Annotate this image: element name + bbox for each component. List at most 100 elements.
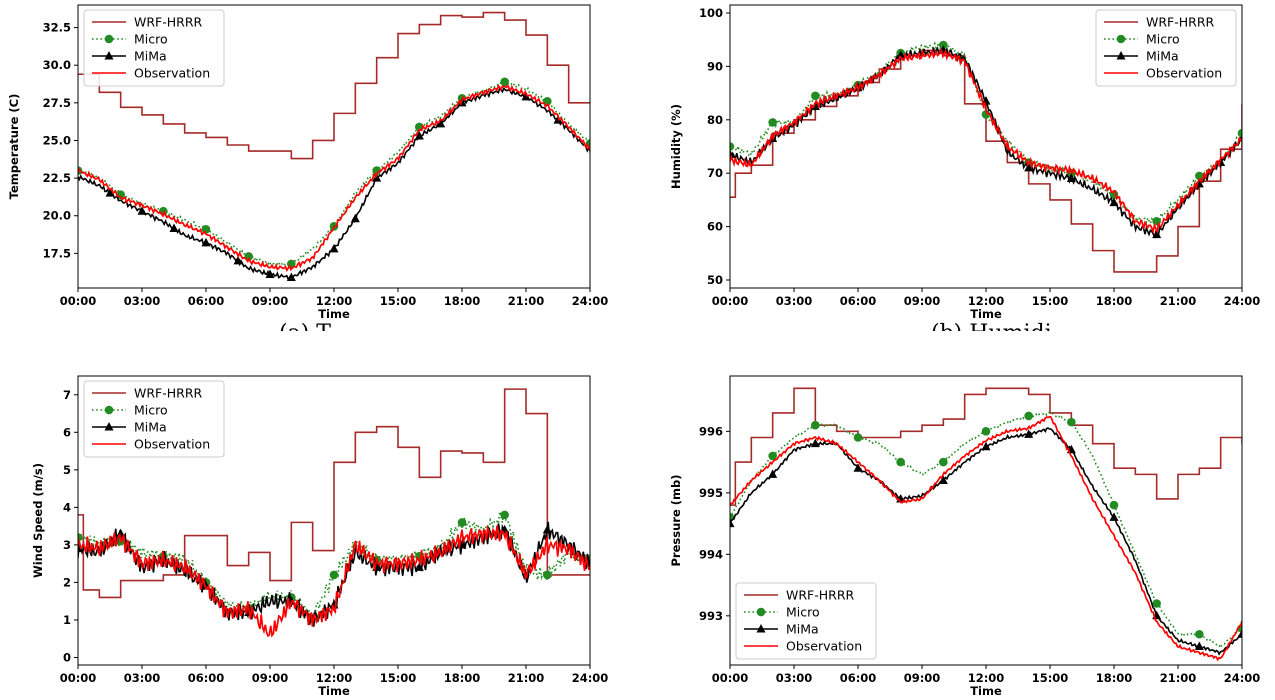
micro-marker [1152, 599, 1161, 608]
x-tick-label: 21:00 [1160, 294, 1197, 308]
y-tick-label: 2 [63, 575, 71, 589]
legend-frame [1095, 9, 1237, 87]
y-tick-label: 22.5 [43, 171, 71, 185]
micro-marker [543, 570, 552, 580]
x-tick-label: 00:00 [712, 294, 749, 308]
legend-frame [83, 380, 225, 458]
x-tick-label: 21:00 [1160, 671, 1197, 685]
chart-humidity: 00:00 03:00 06:00 09:00 12:00 15:00 18:00 21:00… [669, 4, 1260, 346]
legend-label: Micro [134, 32, 168, 47]
x-tick-label: 15:00 [1032, 671, 1069, 685]
legend-label: WRF-HRRR [1146, 15, 1215, 30]
legend-marker [104, 34, 114, 44]
series-line-observation [730, 416, 1242, 662]
caption-text: (b) Humidi [931, 321, 1052, 346]
series-line-wrf-hrrr [78, 11, 590, 160]
micro-marker [939, 457, 948, 467]
micro-marker [1024, 411, 1033, 421]
mima-marker [542, 524, 552, 534]
y-tick-label: 32.5 [43, 21, 71, 35]
x-tick-label: 18:00 [1096, 294, 1133, 308]
series-line-wrf-hrrr [78, 388, 590, 599]
x-tick-label: 18:00 [444, 294, 481, 308]
legend-marker [104, 422, 114, 431]
micro-marker [730, 142, 735, 151]
y-tick-label: 60 [707, 220, 723, 234]
x-tick-label: 06:00 [188, 294, 225, 308]
series-line-observation [730, 48, 1242, 235]
chart-pressure: 00:00 03:00 06:00 09:00 12:00 15:00 18:00 21:00… [669, 375, 1260, 698]
x-tick-label: 00:00 [60, 294, 97, 308]
micro-marker [1067, 417, 1076, 427]
micro-marker [981, 427, 991, 436]
mima-marker [1024, 429, 1034, 438]
legend: WRF-HRRR Micro MiMa Observation [83, 9, 225, 87]
legend-frame [735, 582, 877, 660]
legend-label: WRF-HRRR [786, 588, 855, 603]
y-tick-label: 7 [63, 388, 71, 402]
series-line-observation [78, 524, 590, 638]
y-tick-label: 996 [699, 424, 723, 438]
plot-area [78, 388, 590, 638]
legend: WRF-HRRR Micro MiMa Observation [83, 380, 225, 458]
caption: (b) Humidi [931, 321, 1052, 346]
x-tick-label: 12:00 [968, 671, 1005, 685]
micro-marker [853, 433, 863, 442]
x-axis-label: Time [318, 307, 350, 321]
plot-area [730, 40, 1242, 273]
y-tick-label: 70 [707, 166, 723, 180]
plot-area [78, 11, 590, 281]
x-tick-label: 06:00 [188, 671, 225, 685]
legend-marker [104, 405, 114, 415]
mima-marker [265, 269, 275, 278]
x-tick-label: 09:00 [904, 671, 941, 685]
micro-marker [896, 457, 905, 467]
micro-marker [1237, 128, 1242, 138]
plot-frame [77, 4, 591, 289]
mima-marker [1024, 162, 1034, 172]
x-tick-label: 00:00 [60, 671, 97, 685]
y-axis-label: Wind Speed (m/s) [31, 463, 45, 578]
y-tick-label: 50 [707, 273, 723, 287]
y-tick-label: 25.0 [43, 133, 71, 147]
y-tick-label: 993 [699, 609, 723, 623]
series-line-wrf-hrrr [730, 387, 1242, 506]
mima-marker [414, 130, 424, 140]
legend-label: WRF-HRRR [134, 386, 203, 401]
x-tick-label: 09:00 [252, 671, 289, 685]
caption: (a) T [279, 321, 331, 331]
micro-marker [811, 420, 820, 430]
x-tick-label: 09:00 [252, 294, 289, 308]
mima-marker [938, 475, 948, 485]
mima-marker [1109, 512, 1119, 521]
chart-wind: 00:00 03:00 06:00 09:00 12:00 15:00 18:00 21:00… [31, 375, 608, 698]
plot-area [730, 387, 1242, 662]
mima-marker [414, 562, 424, 571]
x-tick-label: 15:00 [380, 294, 417, 308]
mima-marker [768, 469, 778, 478]
mima-marker [553, 115, 563, 124]
mima-marker [372, 173, 382, 182]
x-tick-label: 03:00 [124, 671, 161, 685]
micro-marker [939, 40, 948, 50]
micro-marker [500, 77, 509, 87]
y-tick-label: 80 [707, 113, 723, 127]
x-tick-label: 18:00 [1096, 671, 1133, 685]
x-axis-label: Time [970, 307, 1002, 321]
y-tick-label: 3 [63, 538, 71, 552]
x-tick-label: 15:00 [380, 671, 417, 685]
x-tick-label: 00:00 [712, 671, 749, 685]
x-tick-label: 12:00 [316, 671, 353, 685]
micro-marker [457, 518, 467, 527]
x-axis-label: Time [318, 684, 350, 698]
mima-marker [329, 243, 339, 253]
y-axis-label: Temperature (C) [7, 94, 21, 200]
plot-frame [77, 375, 591, 666]
y-tick-label: 6 [63, 425, 71, 439]
legend-label: Observation [134, 437, 210, 452]
mima-marker [169, 223, 179, 233]
legend-frame [83, 9, 225, 87]
plot-frame [729, 375, 1243, 666]
micro-marker [500, 510, 509, 520]
